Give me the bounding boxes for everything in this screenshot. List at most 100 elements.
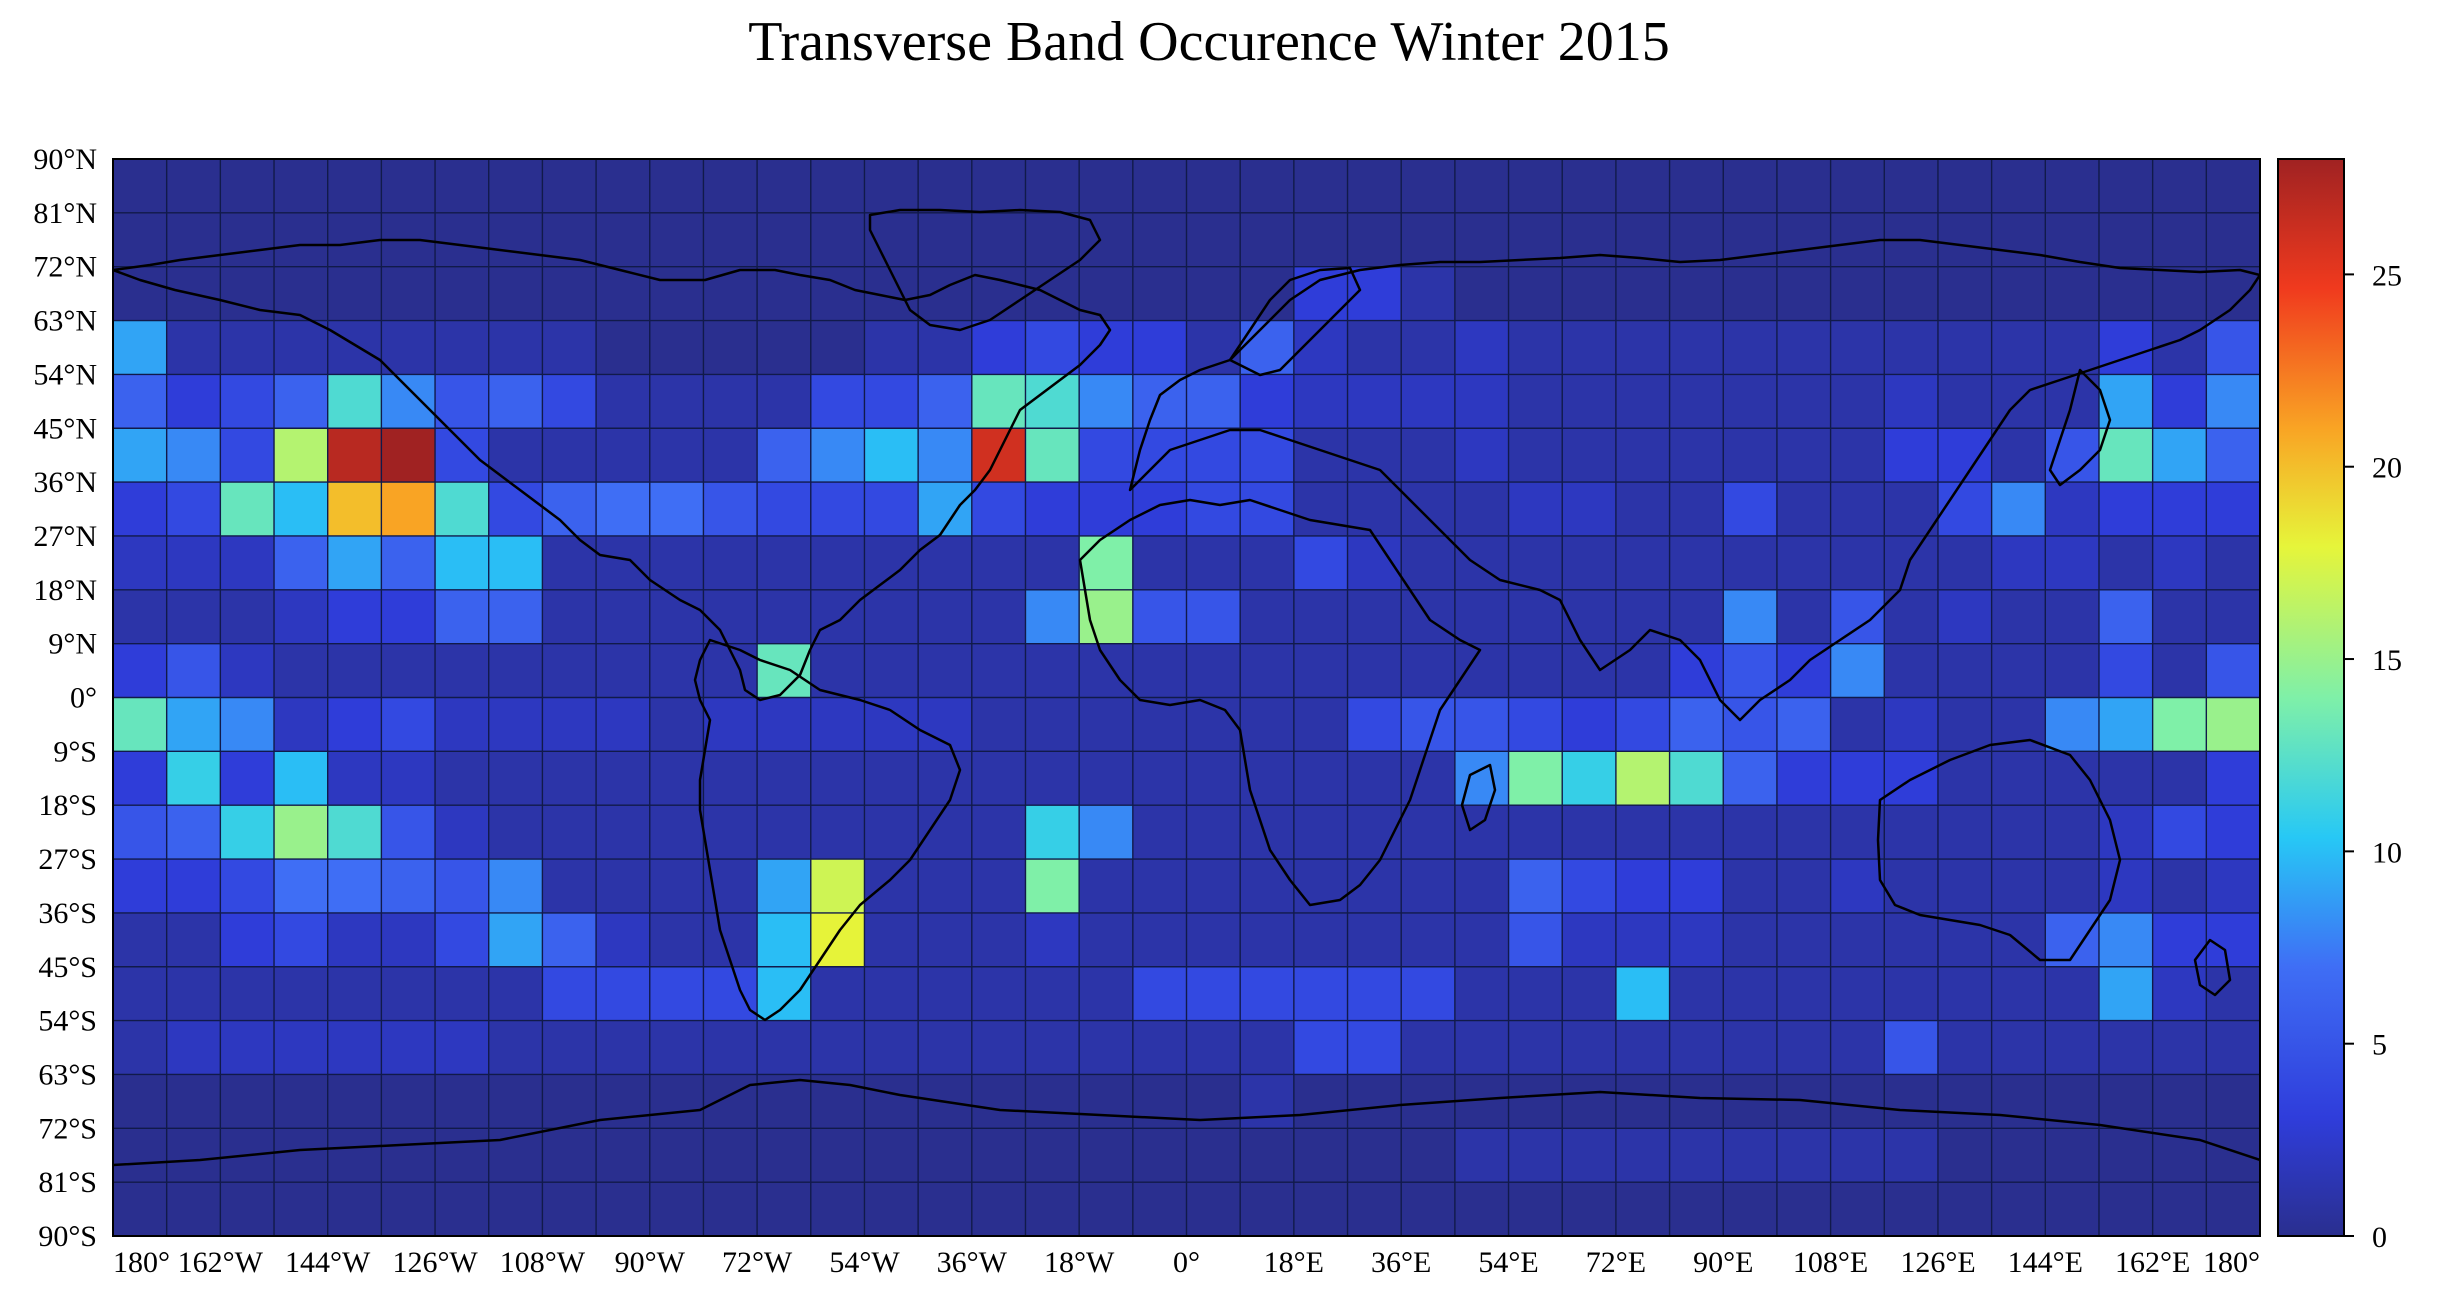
- heatmap-cell: [1454, 374, 1510, 429]
- heatmap-cell: [1240, 805, 1295, 860]
- heatmap-cell: [435, 912, 490, 968]
- x-tick-label: 162°W: [178, 1246, 264, 1279]
- coastline-south-america: [693, 638, 962, 1022]
- heatmap-cell: [649, 320, 705, 375]
- colorbar-tick-label: 0: [2372, 1221, 2387, 1254]
- heatmap-cell: [1079, 751, 1134, 806]
- heatmap-cell: [1884, 428, 1939, 483]
- heatmap-cell: [2098, 751, 2154, 806]
- heatmap-cell: [1884, 482, 1939, 537]
- heatmap-cell: [542, 428, 597, 483]
- heatmap-cell: [274, 212, 329, 268]
- plot-frame: [112, 158, 2261, 1237]
- heatmap-cell: [864, 589, 919, 645]
- heatmap-cell: [649, 212, 705, 268]
- heatmap-cell: [1025, 751, 1080, 806]
- heatmap-cell: [166, 482, 221, 537]
- heatmap-cell: [1884, 266, 1939, 322]
- heatmap-cell: [542, 1182, 597, 1237]
- heatmap-cell: [1401, 1020, 1456, 1076]
- heatmap-cell: [2045, 805, 2100, 860]
- heatmap-cell: [1240, 482, 1295, 537]
- heatmap-cell: [1562, 212, 1617, 268]
- heatmap-cell: [2206, 159, 2261, 214]
- heatmap-cell: [327, 320, 382, 375]
- heatmap-cell: [971, 643, 1027, 699]
- heatmap-cell: [2098, 912, 2154, 968]
- heatmap-cell: [1508, 1020, 1563, 1076]
- heatmap-cell: [1830, 697, 1885, 752]
- heatmap-cell: [1454, 912, 1510, 968]
- heatmap-cell: [596, 535, 651, 591]
- heatmap-cell: [1615, 266, 1671, 322]
- heatmap-cell: [649, 643, 705, 699]
- heatmap-cell: [1401, 643, 1456, 699]
- heatmap-cell: [1562, 751, 1617, 806]
- heatmap-cell: [113, 159, 168, 214]
- x-tick-label: 36°W: [937, 1246, 1008, 1279]
- heatmap-cell: [1776, 212, 1832, 268]
- heatmap-cell: [757, 212, 812, 268]
- heatmap-cell: [1347, 1074, 1402, 1129]
- heatmap-cell: [1776, 1128, 1832, 1183]
- heatmap-cell: [2045, 482, 2100, 537]
- heatmap-cell: [1508, 1074, 1563, 1129]
- heatmap-cell: [1347, 1020, 1402, 1076]
- heatmap-cell: [810, 1182, 866, 1237]
- heatmap-cell: [542, 643, 597, 699]
- heatmap-cell: [864, 805, 919, 860]
- heatmap-cell: [2206, 912, 2261, 968]
- heatmap-cell: [488, 428, 543, 483]
- heatmap-cell: [1186, 859, 1241, 914]
- heatmap-cell: [1132, 535, 1188, 591]
- heatmap-cell: [2045, 751, 2100, 806]
- heatmap-cell: [596, 159, 651, 214]
- heatmap-cell: [274, 966, 329, 1022]
- heatmap-cell: [166, 374, 221, 429]
- heatmap-cell: [488, 482, 543, 537]
- heatmap-cell: [1347, 912, 1402, 968]
- heatmap-cell: [488, 266, 543, 322]
- heatmap-cell: [1937, 643, 1993, 699]
- heatmap-cell: [2206, 266, 2261, 322]
- heatmap-cell: [381, 159, 436, 214]
- heatmap-cell: [1079, 805, 1134, 860]
- heatmap-cell: [1186, 482, 1241, 537]
- heatmap-cell: [1669, 751, 1724, 806]
- heatmap-cell: [649, 535, 705, 591]
- heatmap-cell: [1079, 1128, 1134, 1183]
- heatmap-cell: [1186, 1020, 1241, 1076]
- heatmap-cell: [703, 535, 758, 591]
- heatmap-cell: [166, 320, 221, 375]
- heatmap-cell: [1454, 859, 1510, 914]
- heatmap-cell: [1723, 266, 1778, 322]
- heatmap-cell: [864, 374, 919, 429]
- heatmap-cell: [1347, 589, 1402, 645]
- heatmap-cell: [488, 1074, 543, 1129]
- heatmap-cell: [649, 1182, 705, 1237]
- heatmap-cell: [1884, 805, 1939, 860]
- y-tick-label: 27°N: [33, 520, 97, 553]
- heatmap-cell: [1723, 374, 1778, 429]
- heatmap-cell: [381, 966, 436, 1022]
- heatmap-cell: [220, 751, 275, 806]
- heatmap-cell: [1132, 751, 1188, 806]
- heatmap-cell: [1991, 159, 2046, 214]
- heatmap-cell: [1776, 912, 1832, 968]
- heatmap-cell: [327, 374, 382, 429]
- heatmap-cell: [113, 643, 168, 699]
- heatmap-cell: [542, 966, 597, 1022]
- heatmap-cell: [596, 805, 651, 860]
- heatmap-cell: [810, 859, 866, 914]
- heatmap-cell: [1025, 428, 1080, 483]
- heatmap-cell: [1079, 912, 1134, 968]
- heatmap-cell: [381, 589, 436, 645]
- heatmap-cell: [757, 428, 812, 483]
- x-tick-label: 126°E: [1900, 1246, 1975, 1279]
- x-tick-label: 0°: [1173, 1246, 1200, 1279]
- heatmap-cell: [488, 805, 543, 860]
- heatmap-cell: [113, 266, 168, 322]
- heatmap-cell: [649, 266, 705, 322]
- heatmap-cell: [1562, 320, 1617, 375]
- heatmap-cell: [1454, 159, 1510, 214]
